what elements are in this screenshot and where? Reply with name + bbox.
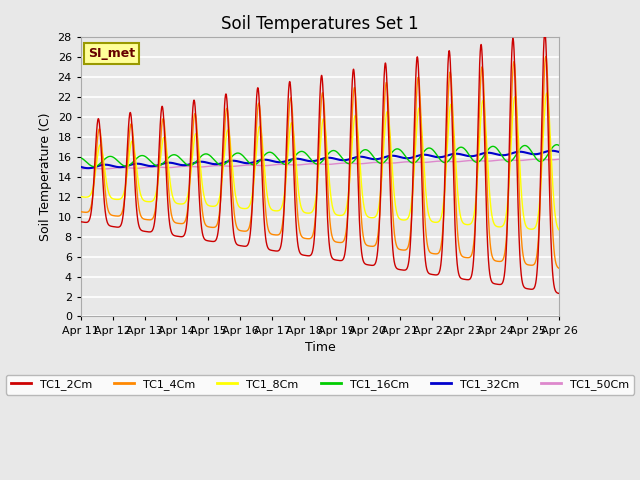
TC1_4Cm: [163, 156, 171, 162]
TC1_50Cm: [556, 156, 563, 162]
TC1_16Cm: [553, 142, 561, 147]
TC1_4Cm: [77, 209, 84, 215]
Line: TC1_50Cm: TC1_50Cm: [81, 159, 559, 169]
TC1_32Cm: [77, 164, 84, 170]
TC1_16Cm: [163, 156, 171, 162]
TC1_16Cm: [302, 150, 310, 156]
TC1_50Cm: [401, 159, 408, 165]
TC1_4Cm: [542, 54, 550, 60]
TC1_16Cm: [90, 164, 98, 169]
TC1_50Cm: [302, 161, 310, 167]
TC1_50Cm: [454, 159, 461, 165]
TC1_8Cm: [427, 217, 435, 223]
Line: TC1_16Cm: TC1_16Cm: [81, 144, 559, 167]
TC1_32Cm: [454, 151, 461, 156]
TC1_4Cm: [555, 265, 563, 271]
Line: TC1_32Cm: TC1_32Cm: [81, 151, 559, 168]
TC1_2Cm: [77, 219, 84, 225]
TC1_32Cm: [548, 148, 556, 154]
TC1_8Cm: [77, 193, 84, 199]
TC1_4Cm: [400, 247, 408, 253]
TC1_8Cm: [543, 90, 550, 96]
TC1_50Cm: [100, 166, 108, 172]
Y-axis label: Soil Temperature (C): Soil Temperature (C): [39, 113, 52, 241]
TC1_4Cm: [427, 250, 435, 256]
TC1_8Cm: [454, 190, 461, 196]
TC1_2Cm: [163, 180, 171, 186]
TC1_50Cm: [427, 159, 435, 165]
TC1_16Cm: [454, 146, 461, 152]
TC1_50Cm: [163, 165, 171, 170]
TC1_32Cm: [163, 160, 171, 166]
Line: TC1_4Cm: TC1_4Cm: [81, 57, 559, 268]
TC1_50Cm: [77, 166, 84, 172]
TC1_16Cm: [556, 143, 563, 148]
TC1_50Cm: [555, 156, 563, 162]
TC1_2Cm: [301, 252, 309, 258]
Line: TC1_2Cm: TC1_2Cm: [81, 32, 559, 293]
Text: SI_met: SI_met: [88, 47, 135, 60]
TC1_4Cm: [556, 265, 563, 271]
TC1_4Cm: [301, 236, 309, 241]
TC1_4Cm: [454, 232, 461, 238]
Legend: TC1_2Cm, TC1_4Cm, TC1_8Cm, TC1_16Cm, TC1_32Cm, TC1_50Cm: TC1_2Cm, TC1_4Cm, TC1_8Cm, TC1_16Cm, TC1…: [6, 375, 634, 395]
TC1_16Cm: [77, 155, 84, 161]
TC1_2Cm: [541, 29, 548, 35]
TC1_32Cm: [302, 157, 310, 163]
TC1_32Cm: [84, 165, 92, 171]
TC1_2Cm: [454, 266, 461, 272]
TC1_2Cm: [400, 267, 408, 273]
TC1_16Cm: [555, 143, 563, 148]
TC1_50Cm: [532, 156, 540, 162]
TC1_32Cm: [427, 153, 435, 158]
TC1_32Cm: [555, 149, 563, 155]
Line: TC1_8Cm: TC1_8Cm: [81, 93, 559, 230]
TC1_2Cm: [555, 290, 563, 296]
TC1_32Cm: [401, 155, 408, 161]
TC1_8Cm: [301, 210, 309, 216]
X-axis label: Time: Time: [305, 341, 335, 354]
TC1_8Cm: [556, 227, 563, 233]
TC1_8Cm: [163, 147, 171, 153]
TC1_8Cm: [400, 217, 408, 223]
TC1_2Cm: [427, 271, 435, 277]
Title: Soil Temperatures Set 1: Soil Temperatures Set 1: [221, 15, 419, 33]
TC1_8Cm: [555, 227, 563, 232]
TC1_16Cm: [401, 152, 408, 157]
TC1_32Cm: [556, 149, 563, 155]
TC1_16Cm: [427, 145, 435, 151]
TC1_2Cm: [556, 290, 563, 296]
